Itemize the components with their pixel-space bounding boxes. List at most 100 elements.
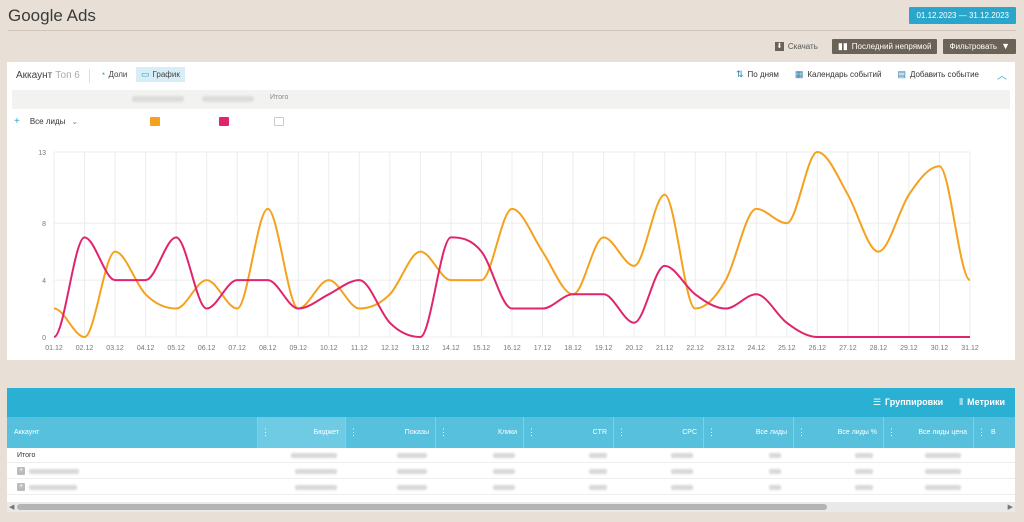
calendar-add-icon: ▤	[897, 69, 906, 79]
series-name-redacted[interactable]	[132, 96, 184, 102]
x-tick-label: 16.12	[503, 345, 521, 352]
tab-chart[interactable]: ▭ График	[136, 67, 185, 82]
toolbar: ⬇ Скачать ▮▮ Последний непрямой Фильтров…	[767, 39, 1016, 54]
redacted-value	[769, 453, 781, 458]
x-tick-label: 20.12	[625, 345, 643, 352]
column-divider[interactable]	[613, 417, 614, 448]
series-line-0	[53, 150, 971, 339]
groupings-button[interactable]: ☰ Группировки	[873, 397, 943, 407]
attribution-model-button[interactable]: ▮▮ Последний непрямой	[831, 39, 938, 54]
table-row[interactable]: +	[7, 480, 1015, 495]
column-header[interactable]: ⋮ Все лиды %	[793, 417, 883, 448]
list-icon: ☰	[872, 397, 882, 407]
tab-chart-label: График	[152, 70, 180, 79]
column-header-label: CTR	[592, 429, 607, 436]
x-tick-label: 11.12	[351, 345, 368, 352]
column-divider[interactable]	[883, 417, 884, 448]
filter-button[interactable]: Фильтровать ▼	[943, 39, 1016, 54]
columns-icon: ⦀	[959, 397, 964, 407]
x-tick-label: 08.12	[259, 345, 277, 352]
column-divider[interactable]	[973, 417, 974, 448]
column-header[interactable]: ⋮ CPC	[613, 417, 703, 448]
x-tick-label: 09.12	[290, 345, 308, 352]
tab-shares[interactable]: ◔ Доли	[95, 67, 132, 82]
redacted-value	[671, 453, 693, 458]
expand-icon[interactable]: +	[17, 483, 25, 491]
column-menu-icon[interactable]: ⋮	[977, 427, 986, 437]
x-tick-label: 05.12	[167, 345, 185, 352]
column-header[interactable]: ⋮ Бюджет	[257, 417, 345, 448]
x-tick-label: 17.12	[534, 345, 552, 352]
scroll-left-icon[interactable]: ◀	[9, 504, 15, 511]
date-range-picker[interactable]: 01.12.2023 — 31.12.2023	[909, 7, 1016, 24]
y-tick-label: 0	[42, 335, 46, 342]
column-header-label: Клики	[497, 429, 517, 436]
page-title: Google Ads	[8, 6, 96, 25]
column-header[interactable]: ⋮ Все лиды	[703, 417, 793, 448]
column-menu-icon[interactable]: ⋮	[617, 427, 626, 437]
chevron-down-icon: ⌄	[71, 117, 79, 126]
column-header[interactable]: ⋮ В	[973, 417, 1015, 448]
legend-swatch-orange[interactable]	[150, 117, 160, 126]
metric-selector[interactable]: + Все лиды ⌄	[14, 116, 78, 127]
column-divider[interactable]	[257, 417, 258, 448]
redacted-value	[769, 469, 781, 474]
x-tick-label: 23.12	[717, 345, 735, 352]
table-toolbar: ☰ Группировки ⦀ Метрики	[7, 388, 1015, 417]
x-tick-label: 18.12	[564, 345, 582, 352]
attribution-label: Последний непрямой	[851, 42, 932, 51]
column-divider[interactable]	[703, 417, 704, 448]
column-header[interactable]: ⋮ Все лиды цена	[883, 417, 973, 448]
table-row[interactable]: +	[7, 464, 1015, 479]
series-total-label[interactable]: Итого	[270, 94, 289, 101]
column-header[interactable]: Аккаунт	[7, 417, 257, 448]
horizontal-scrollbar[interactable]: ◀ ▶	[7, 502, 1015, 512]
series-name-redacted[interactable]	[202, 96, 254, 102]
add-event-button[interactable]: ▤ Добавить событие	[897, 69, 979, 80]
redacted-value	[493, 453, 515, 458]
expand-icon[interactable]: +	[17, 467, 25, 475]
legend-swatch-pink[interactable]	[219, 117, 229, 126]
download-button[interactable]: ⬇ Скачать	[767, 42, 826, 51]
column-header[interactable]: ⋮ Клики	[435, 417, 523, 448]
groupings-label: Группировки	[885, 397, 944, 407]
column-divider[interactable]	[435, 417, 436, 448]
funnel-icon: ▼	[1001, 41, 1010, 51]
pie-icon: ◔	[100, 69, 106, 79]
x-tick-label: 07.12	[228, 345, 246, 352]
line-chart: 01.12 02.12 03.12 04.12 05.12 06.12 07.12 08.12…	[38, 150, 979, 352]
column-menu-icon[interactable]: ⋮	[439, 427, 448, 437]
x-tick-label: 24.12	[748, 345, 766, 352]
metrics-label: Метрики	[967, 397, 1005, 407]
collapse-icon[interactable]: ︿	[997, 71, 1007, 82]
chart-panel-header: Аккаунт Топ 6 ◔ Доли ▭ График ⇅ По дням ▦…	[7, 62, 1015, 88]
column-divider[interactable]	[793, 417, 794, 448]
x-tick-label: 29.12	[900, 345, 918, 352]
column-menu-icon[interactable]: ⋮	[261, 427, 270, 437]
plus-icon[interactable]: +	[14, 116, 20, 127]
scroll-thumb[interactable]	[17, 504, 827, 510]
column-header[interactable]: ⋮ CTR	[523, 417, 613, 448]
legend-swatch-total[interactable]	[274, 117, 284, 126]
column-menu-icon[interactable]: ⋮	[349, 427, 358, 437]
event-calendar-button[interactable]: ▦ Календарь событий	[795, 70, 882, 80]
column-divider[interactable]	[345, 417, 346, 448]
column-menu-icon[interactable]: ⋮	[887, 427, 896, 437]
by-days-button[interactable]: ⇅ По дням	[736, 70, 779, 80]
column-menu-icon[interactable]: ⋮	[797, 427, 806, 437]
column-header-label: Все лиды %	[837, 429, 877, 436]
column-header-label: В	[991, 429, 996, 436]
column-header[interactable]: ⋮ Показы	[345, 417, 435, 448]
column-menu-icon[interactable]: ⋮	[527, 427, 536, 437]
filter-label: Фильтровать	[949, 42, 998, 51]
x-tick-label: 02.12	[76, 345, 94, 352]
redacted-value	[925, 453, 961, 458]
table-row-total[interactable]: Итого	[7, 448, 1015, 463]
column-divider[interactable]	[523, 417, 524, 448]
redacted-value	[397, 485, 427, 490]
scroll-right-icon[interactable]: ▶	[1007, 504, 1013, 511]
metrics-button[interactable]: ⦀ Метрики	[959, 397, 1005, 407]
tab-shares-label: Доли	[108, 70, 128, 79]
column-menu-icon[interactable]: ⋮	[707, 427, 716, 437]
table-actions: ☰ Группировки ⦀ Метрики	[873, 397, 1005, 407]
